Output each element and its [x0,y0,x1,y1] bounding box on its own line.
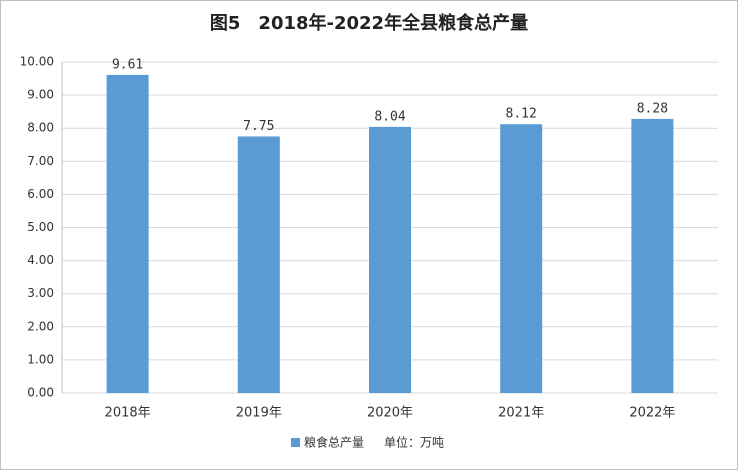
data-label: 7.75 [243,119,274,134]
y-tick-label: 4.00 [27,253,54,267]
y-tick-label: 1.00 [27,352,54,366]
data-label: 8.12 [506,107,537,122]
data-label: 8.04 [374,109,405,124]
y-tick-label: 5.00 [27,220,54,234]
bar [369,126,411,393]
y-tick-label: 3.00 [27,286,54,300]
annotation: 单位：万吨 [384,435,444,450]
data-label: 8.28 [637,101,668,116]
y-tick-label: 9.00 [27,88,54,102]
x-tick-label: 2020年 [367,406,413,421]
y-tick-label: 8.00 [27,121,54,135]
bar [631,118,674,393]
y-tick-label: 10.00 [20,55,54,69]
data-label: 9.61 [112,57,143,72]
chart-title: 图5 2018年-2022年全县粮食总产量 [210,12,528,34]
y-tick-label: 2.00 [27,319,54,333]
x-tick-label: 2021年 [498,406,544,421]
x-tick-label: 2018年 [105,406,151,421]
legend-label: 粮食总产量 [304,435,364,450]
x-tick-label: 2022年 [629,406,675,421]
legend-swatch [291,438,300,447]
y-tick-label: 6.00 [27,187,54,201]
bar [500,124,543,393]
bar [237,136,280,393]
y-tick-label: 7.00 [27,154,54,168]
y-tick-label: 0.00 [27,386,54,400]
x-tick-label: 2019年 [236,406,282,421]
bar [106,74,149,393]
